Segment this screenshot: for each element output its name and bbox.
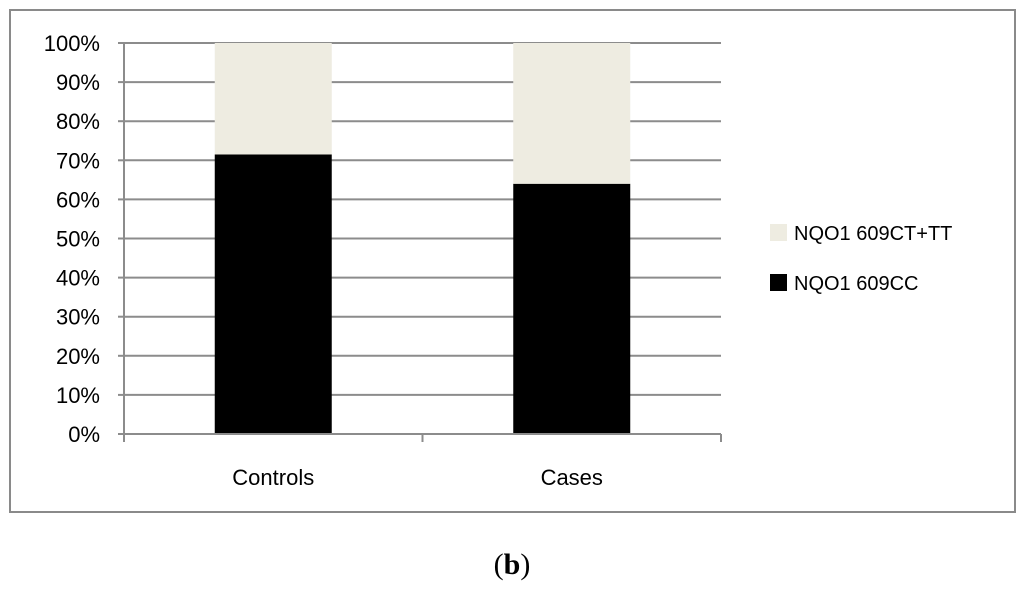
- y-tick-label: 40%: [56, 266, 100, 291]
- axes: [118, 42, 722, 442]
- x-tick-labels: Controls Cases: [232, 465, 603, 490]
- y-tick-label: 100%: [44, 31, 100, 56]
- y-tick-label: 70%: [56, 148, 100, 173]
- bar-segment: [513, 43, 631, 184]
- x-tick-label: Cases: [541, 465, 603, 490]
- bar-segment: [214, 154, 332, 434]
- panel-label-close: ): [520, 548, 531, 581]
- legend-swatch: [770, 274, 787, 291]
- y-tick-label: 90%: [56, 70, 100, 95]
- y-tick-label: 10%: [56, 383, 100, 408]
- panel-label-letter: b: [503, 548, 521, 581]
- legend-label: NQO1 609CC: [794, 273, 919, 295]
- legend: NQO1 609CT+TT NQO1 609CC: [770, 223, 952, 295]
- legend-label: NQO1 609CT+TT: [794, 223, 952, 245]
- y-tick-label: 0%: [68, 422, 100, 447]
- bar-segment: [513, 183, 631, 434]
- chart-frame: [9, 9, 1016, 513]
- y-tick-label: 50%: [56, 227, 100, 252]
- bars: [214, 43, 631, 434]
- x-tick-label: Controls: [232, 465, 314, 490]
- y-tick-label: 80%: [56, 109, 100, 134]
- y-tick-label: 60%: [56, 187, 100, 212]
- panel-label: (b): [0, 548, 1024, 582]
- panel-label-open: (: [493, 548, 504, 581]
- gridlines: [124, 42, 721, 396]
- y-tick-labels: 0% 10% 20% 30% 40% 50% 60% 70% 80% 90% 100%: [44, 31, 100, 447]
- legend-swatch: [770, 224, 787, 241]
- y-tick-label: 20%: [56, 344, 100, 369]
- y-tick-label: 30%: [56, 305, 100, 330]
- bar-segment: [214, 43, 332, 155]
